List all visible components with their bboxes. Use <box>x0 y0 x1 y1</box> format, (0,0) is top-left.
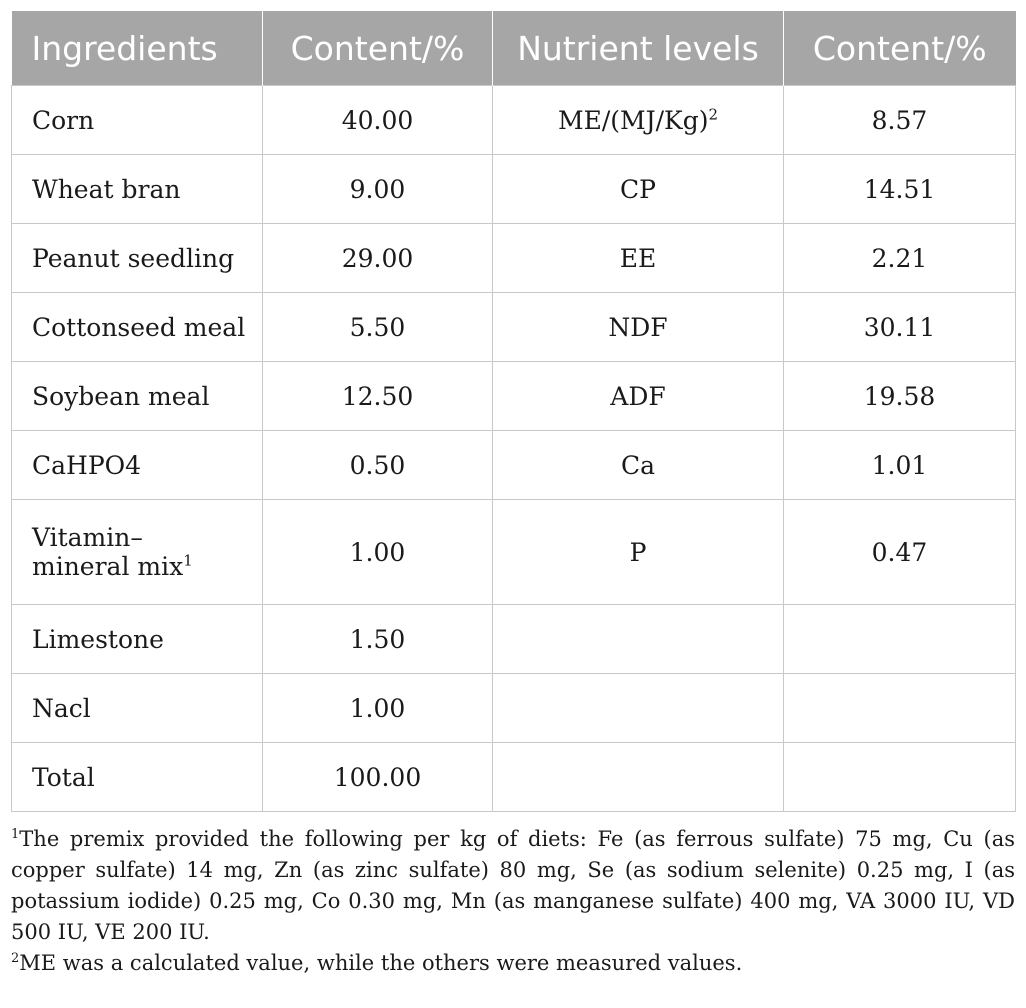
footnote-marker: 1 <box>183 551 193 570</box>
nutrient-content-cell: 8.57 <box>783 85 1016 155</box>
diet-composition-table: Ingredients Content/% Nutrient levels Co… <box>11 11 1016 812</box>
table-row: Total 100.00 <box>11 742 1016 812</box>
footnote-marker: 2 <box>708 105 719 124</box>
header-ingredients: Ingredients <box>11 11 263 86</box>
nutrient-content-cell: 2.21 <box>783 223 1016 293</box>
ingredient-name-line2: mineral mix <box>32 552 184 581</box>
ingredient-name: Corn <box>32 105 95 135</box>
footnote-1: 1The premix provided the following per k… <box>11 824 1015 948</box>
nutrient-content-cell <box>783 673 1016 743</box>
ingredient-cell: Wheat bran <box>11 154 263 224</box>
ingredient-cell: Limestone <box>11 604 263 674</box>
ingredient-cell: Cottonseed meal <box>11 292 263 362</box>
table-row: Vitamin– mineral mix1 1.00 P 0.47 <box>11 499 1016 605</box>
content-cell: 1.00 <box>262 499 493 605</box>
footnote-2: 2ME was a calculated value, while the ot… <box>11 948 1015 979</box>
nutrient-content-cell: 0.47 <box>783 499 1016 605</box>
footnote-marker: 2 <box>11 951 20 966</box>
ingredient-cell: Peanut seedling <box>11 223 263 293</box>
nutrient-cell <box>492 673 784 743</box>
nutrient-cell: EE <box>492 223 784 293</box>
nutrient-cell <box>492 604 784 674</box>
content-cell: 40.00 <box>262 85 493 155</box>
ingredient-name-line1: Vitamin– <box>32 523 143 552</box>
content-cell: 12.50 <box>262 361 493 431</box>
nutrient-content-cell: 19.58 <box>783 361 1016 431</box>
nutrient-content-cell: 1.01 <box>783 430 1016 500</box>
header-nutrient-levels: Nutrient levels <box>492 11 784 86</box>
table-row: Nacl 1.00 <box>11 673 1016 743</box>
ingredient-cell: Corn <box>11 85 263 155</box>
ingredient-cell: Total <box>11 742 263 812</box>
table-row: Corn 40.00 ME/(MJ/Kg)2 8.57 <box>11 85 1016 155</box>
content-cell: 0.50 <box>262 430 493 500</box>
footnote-marker: 1 <box>11 827 20 842</box>
content-cell: 1.50 <box>262 604 493 674</box>
content-cell: 29.00 <box>262 223 493 293</box>
nutrient-content-cell: 30.11 <box>783 292 1016 362</box>
nutrient-cell: Ca <box>492 430 784 500</box>
table-row: CaHPO4 0.50 Ca 1.01 <box>11 430 1016 500</box>
nutrient-cell: CP <box>492 154 784 224</box>
header-nutrient-content: Content/% <box>783 11 1016 86</box>
table-row: Cottonseed meal 5.50 NDF 30.11 <box>11 292 1016 362</box>
nutrient-cell: NDF <box>492 292 784 362</box>
nutrient-content-cell <box>783 742 1016 812</box>
footnote-text: ME was a calculated value, while the oth… <box>19 951 743 975</box>
content-cell: 9.00 <box>262 154 493 224</box>
content-cell: 100.00 <box>262 742 493 812</box>
footnote-text: The premix provided the following per kg… <box>11 827 1015 944</box>
table-row: Limestone 1.50 <box>11 604 1016 674</box>
nutrient-cell: ADF <box>492 361 784 431</box>
nutrient-cell: P <box>492 499 784 605</box>
table-header-row: Ingredients Content/% Nutrient levels Co… <box>11 11 1016 86</box>
ingredient-cell: Soybean meal <box>11 361 263 431</box>
table-footnotes: 1The premix provided the following per k… <box>11 824 1015 979</box>
nutrient-content-cell: 14.51 <box>783 154 1016 224</box>
table-row: Wheat bran 9.00 CP 14.51 <box>11 154 1016 224</box>
nutrient-cell <box>492 742 784 812</box>
ingredient-cell: Nacl <box>11 673 263 743</box>
ingredient-cell: CaHPO4 <box>11 430 263 500</box>
nutrient-cell: ME/(MJ/Kg)2 <box>492 85 784 155</box>
content-cell: 1.00 <box>262 673 493 743</box>
nutrient-name: ME/(MJ/Kg) <box>557 105 709 135</box>
diet-composition-figure: Ingredients Content/% Nutrient levels Co… <box>11 11 1016 979</box>
ingredient-cell: Vitamin– mineral mix1 <box>11 499 263 605</box>
nutrient-content-cell <box>783 604 1016 674</box>
content-cell: 5.50 <box>262 292 493 362</box>
table-row: Peanut seedling 29.00 EE 2.21 <box>11 223 1016 293</box>
table-row: Soybean meal 12.50 ADF 19.58 <box>11 361 1016 431</box>
header-content: Content/% <box>262 11 493 86</box>
